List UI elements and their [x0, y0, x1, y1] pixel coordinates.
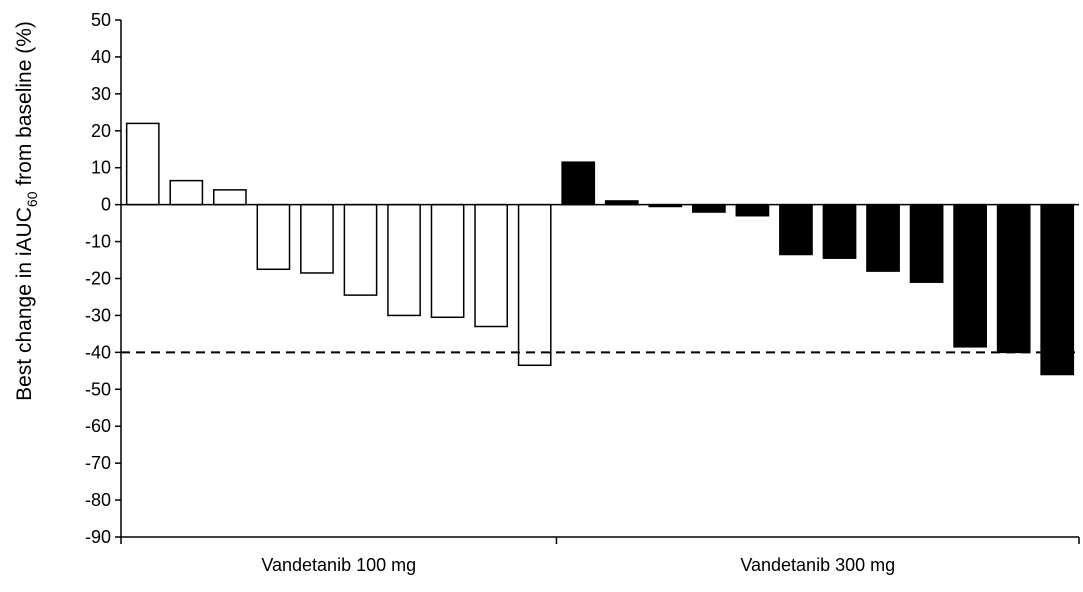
bar-vandetanib-300mg — [996, 203, 1031, 354]
y-axis: 50 40 30 20 10 0 -10 -20 -30 -40 -50 -60 -70 -80 -90 — [85, 10, 122, 547]
y-tick-label: -10 — [85, 232, 111, 252]
y-tick-label: -50 — [85, 379, 111, 399]
bar-vandetanib-300mg — [735, 203, 770, 217]
y-tick-label: -40 — [85, 342, 111, 362]
bar-vandetanib-100mg — [474, 203, 508, 328]
bar-vandetanib-100mg — [300, 203, 334, 274]
y-tick-label: -80 — [85, 490, 111, 510]
y-tick-label: 40 — [91, 47, 111, 67]
bar-vandetanib-100mg — [169, 179, 204, 206]
bar-vandetanib-100mg — [213, 189, 247, 206]
y-tick-label: 30 — [91, 84, 111, 104]
bar-vandetanib-300mg — [692, 203, 726, 213]
bar-vandetanib-100mg — [430, 203, 465, 319]
y-tick-label: -20 — [85, 269, 111, 289]
bar-vandetanib-300mg — [1040, 203, 1075, 376]
bar-vandetanib-300mg — [779, 203, 813, 256]
bar-vandetanib-300mg — [822, 203, 857, 259]
y-axis-label-suffix: from baseline (%) — [13, 21, 36, 191]
y-tick-label: 0 — [101, 195, 111, 215]
bar-vandetanib-300mg — [953, 203, 987, 348]
y-tick-label: -30 — [85, 305, 111, 325]
y-axis-label: Best change in iAUC60 from baseline (%) — [13, 21, 40, 401]
bar-vandetanib-300mg — [561, 161, 596, 206]
x-group-label: Vandetanib 300 mg — [740, 555, 895, 575]
y-axis-label-prefix: Best change in iAUC — [13, 207, 36, 401]
bar-vandetanib-100mg — [387, 203, 421, 317]
y-axis-label-subscript: 60 — [24, 191, 40, 207]
x-axis: Vandetanib 100 mg Vandetanib 300 mg — [120, 536, 1080, 575]
bar-vandetanib-300mg — [909, 203, 944, 283]
y-tick-label: 50 — [91, 10, 111, 30]
x-group-label: Vandetanib 100 mg — [261, 555, 416, 575]
y-tick-label: 20 — [91, 121, 111, 141]
bar-vandetanib-100mg — [125, 122, 160, 206]
bar-vandetanib-100mg — [343, 203, 378, 296]
bars-layer — [125, 122, 1075, 376]
bar-vandetanib-100mg — [256, 203, 291, 271]
y-tick-label: -70 — [85, 453, 111, 473]
bar-vandetanib-300mg — [866, 203, 900, 272]
bar-vandetanib-100mg — [517, 203, 552, 367]
y-tick-label: -60 — [85, 416, 111, 436]
y-tick-label: 10 — [91, 158, 111, 178]
y-tick-label: -90 — [85, 527, 111, 547]
